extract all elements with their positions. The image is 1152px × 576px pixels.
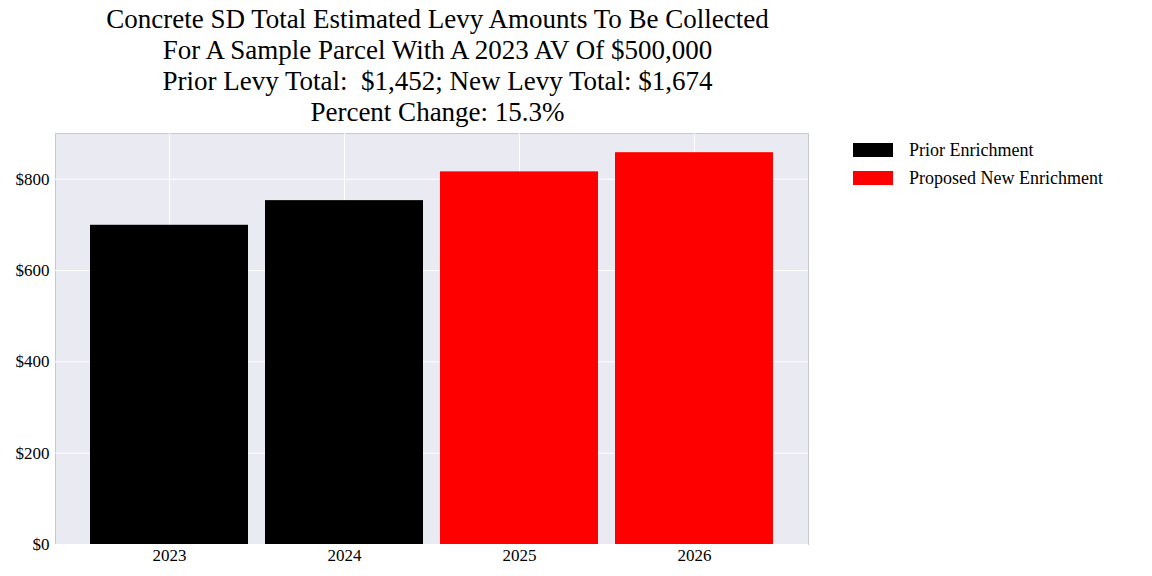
svg-text:2026: 2026 bbox=[678, 546, 712, 565]
svg-text:$0: $0 bbox=[33, 535, 50, 554]
svg-text:$200: $200 bbox=[16, 444, 50, 463]
svg-text:2025: 2025 bbox=[503, 546, 537, 565]
html-text:Prior Enrichment: Prior Enrichment bbox=[909, 139, 1034, 160]
svg-text:$400: $400 bbox=[16, 352, 50, 371]
svg-text:2024: 2024 bbox=[328, 546, 363, 565]
html-text:Proposed New Enrichment: Proposed New Enrichment bbox=[909, 167, 1103, 188]
svg-text:$800: $800 bbox=[16, 170, 50, 189]
svg-text:2023: 2023 bbox=[153, 546, 187, 565]
svg-text:$600: $600 bbox=[16, 261, 50, 280]
html-text:Concrete SD Total Estimated Le: Concrete SD Total Estimated Levy Amounts… bbox=[106, 4, 769, 127]
